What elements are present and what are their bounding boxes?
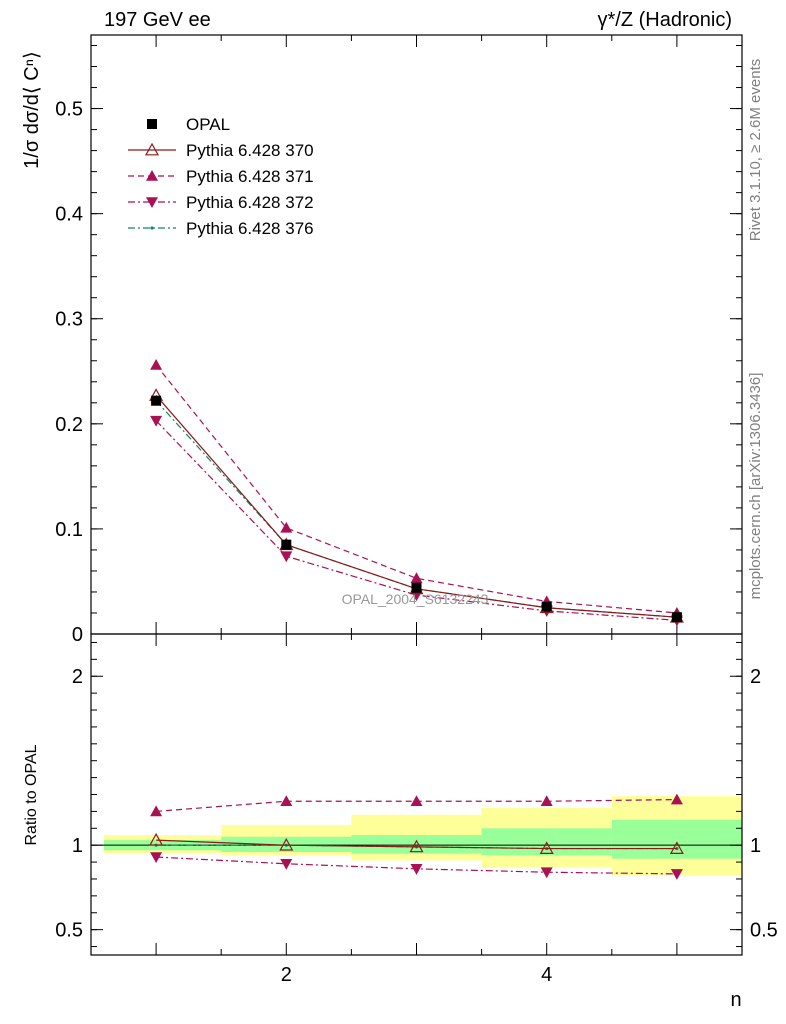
x-tick-label: 2 — [281, 964, 292, 986]
data-point — [280, 858, 293, 870]
data-point — [410, 864, 423, 875]
data-point — [280, 521, 293, 533]
legend-label: Pythia 6.428 370 — [186, 141, 314, 160]
rivet-version-label: Rivet 3.1.10, ≥ 2.6M events — [747, 59, 764, 242]
y-tick-label: 0.5 — [55, 920, 83, 942]
legend-label: Pythia 6.428 371 — [186, 167, 314, 186]
data-point — [540, 867, 553, 879]
data-point — [279, 837, 294, 851]
legend-label: Pythia 6.428 376 — [186, 219, 314, 238]
data-point — [539, 841, 554, 854]
y-tick-label: 0.4 — [55, 204, 83, 226]
y-tick-label: 2 — [72, 666, 83, 688]
legend-marker — [146, 197, 158, 208]
data-point — [410, 795, 423, 807]
data-point — [280, 795, 293, 807]
mcplots-label: mcplots.cern.ch [arXiv:1306.3436] — [747, 373, 764, 600]
error-band-inner — [611, 819, 742, 859]
data-point — [150, 805, 163, 817]
y-tick-label: 0 — [72, 624, 83, 646]
legend-marker — [146, 170, 158, 181]
data-point — [540, 795, 553, 807]
data-point — [670, 869, 683, 880]
ratio-y-axis-label: Ratio to OPAL — [23, 744, 40, 845]
series-line — [155, 364, 677, 614]
watermark: OPAL_2004_S6132243 — [342, 591, 489, 607]
y-tick-label-right: 2 — [750, 666, 761, 688]
data-point — [670, 793, 683, 805]
data-point — [280, 551, 293, 563]
data-point — [150, 358, 163, 370]
legend: OPAL Pythia 6.428 370 Pythia 6.428 371 Pyth… — [128, 115, 314, 238]
data-point — [149, 832, 164, 846]
data-point — [151, 395, 162, 406]
data-point — [541, 601, 552, 612]
y-tick-label-right: 0.5 — [750, 920, 778, 942]
data-point — [150, 852, 163, 864]
y-tick-label: 0.2 — [55, 414, 83, 436]
series-line — [156, 839, 677, 850]
series-line — [155, 420, 677, 621]
ratio-plot-panel: 0.5 0.5 1 1 2 2 2 4 — [55, 633, 778, 986]
y-tick-label: 0.5 — [55, 99, 83, 121]
header-left: 197 GeV ee — [104, 9, 211, 31]
error-band-inner — [351, 835, 482, 854]
plot-frame — [90, 633, 743, 956]
main-plot-panel: 0 0.1 0.2 0.3 0.4 0.5 — [55, 34, 743, 646]
y-tick-label: 0.1 — [55, 519, 83, 541]
x-axis-label: n — [730, 989, 741, 1011]
y-tick-label: 0.3 — [55, 309, 83, 331]
header-right: γ*/Z (Hadronic) — [598, 9, 732, 31]
data-point — [671, 612, 682, 623]
y-tick-label-right: 1 — [750, 835, 761, 857]
y-tick-label: 1 — [72, 835, 83, 857]
data-point — [150, 415, 163, 427]
data-point — [410, 572, 423, 584]
legend-marker — [144, 142, 160, 156]
data-point — [281, 539, 292, 550]
legend-marker — [150, 226, 154, 230]
legend-label: Pythia 6.428 372 — [186, 193, 314, 212]
legend-label: OPAL — [186, 115, 230, 134]
data-point — [409, 839, 424, 853]
y-axis-label: 1/σ dσ/d⟨ Cⁿ⟩ — [21, 51, 43, 169]
data-point — [669, 841, 684, 854]
legend-marker — [147, 119, 157, 129]
x-tick-label: 4 — [541, 964, 552, 986]
data-point — [411, 582, 422, 593]
